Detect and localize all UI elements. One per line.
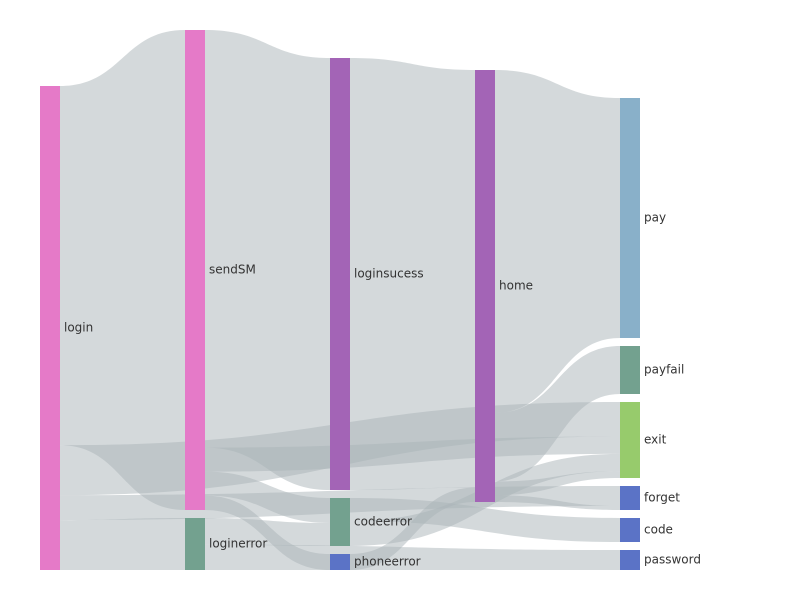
node-label-payfail: payfail [644, 363, 684, 377]
link-home-to-pay[interactable] [495, 70, 620, 413]
link-codeerror-to-code[interactable] [350, 498, 620, 542]
link-loginerror-to-password[interactable] [205, 544, 620, 570]
link-loginsucess-to-home[interactable] [350, 58, 475, 490]
nodes-layer [40, 30, 640, 570]
node-pay[interactable] [620, 98, 640, 338]
node-label-login: login [64, 321, 93, 335]
link-login-to-sendSM[interactable] [60, 30, 185, 510]
node-login[interactable] [40, 86, 60, 570]
node-phoneerror[interactable] [330, 554, 350, 570]
node-label-loginsucess: loginsucess [354, 267, 424, 281]
link-login-to-loginerror[interactable] [60, 518, 185, 570]
node-label-home: home [499, 279, 533, 293]
node-home[interactable] [475, 70, 495, 502]
labels-layer: login sendSM loginerror loginsucess codeerro… [64, 211, 701, 569]
node-sendSM[interactable] [185, 30, 205, 510]
link-home-to-exit[interactable] [495, 471, 620, 496]
node-label-password: password [644, 553, 701, 567]
node-label-loginerror: loginerror [209, 537, 267, 551]
node-label-codeerror: codeerror [354, 515, 412, 529]
node-code[interactable] [620, 518, 640, 542]
node-codeerror[interactable] [330, 498, 350, 546]
node-label-sendSM: sendSM [209, 263, 256, 277]
node-payfail[interactable] [620, 346, 640, 394]
link-sendSM-to-loginsucess[interactable] [205, 30, 330, 490]
node-loginsucess[interactable] [330, 58, 350, 490]
node-exit[interactable] [620, 402, 640, 478]
link-phoneerror-to-home[interactable] [350, 487, 475, 570]
link-home-to-forget[interactable] [495, 495, 620, 510]
link-loginerror-to-codeerror[interactable] [205, 518, 330, 546]
node-label-code: code [644, 523, 673, 537]
node-label-phoneerror: phoneerror [354, 555, 421, 569]
node-password[interactable] [620, 550, 640, 570]
node-loginerror[interactable] [185, 518, 205, 570]
node-label-pay: pay [644, 211, 666, 225]
node-label-forget: forget [644, 491, 680, 505]
link-sendSM-to-codeerror[interactable] [205, 471, 330, 523]
link-home-to-payfail[interactable] [495, 346, 620, 482]
node-label-exit: exit [644, 433, 667, 447]
node-forget[interactable] [620, 486, 640, 510]
